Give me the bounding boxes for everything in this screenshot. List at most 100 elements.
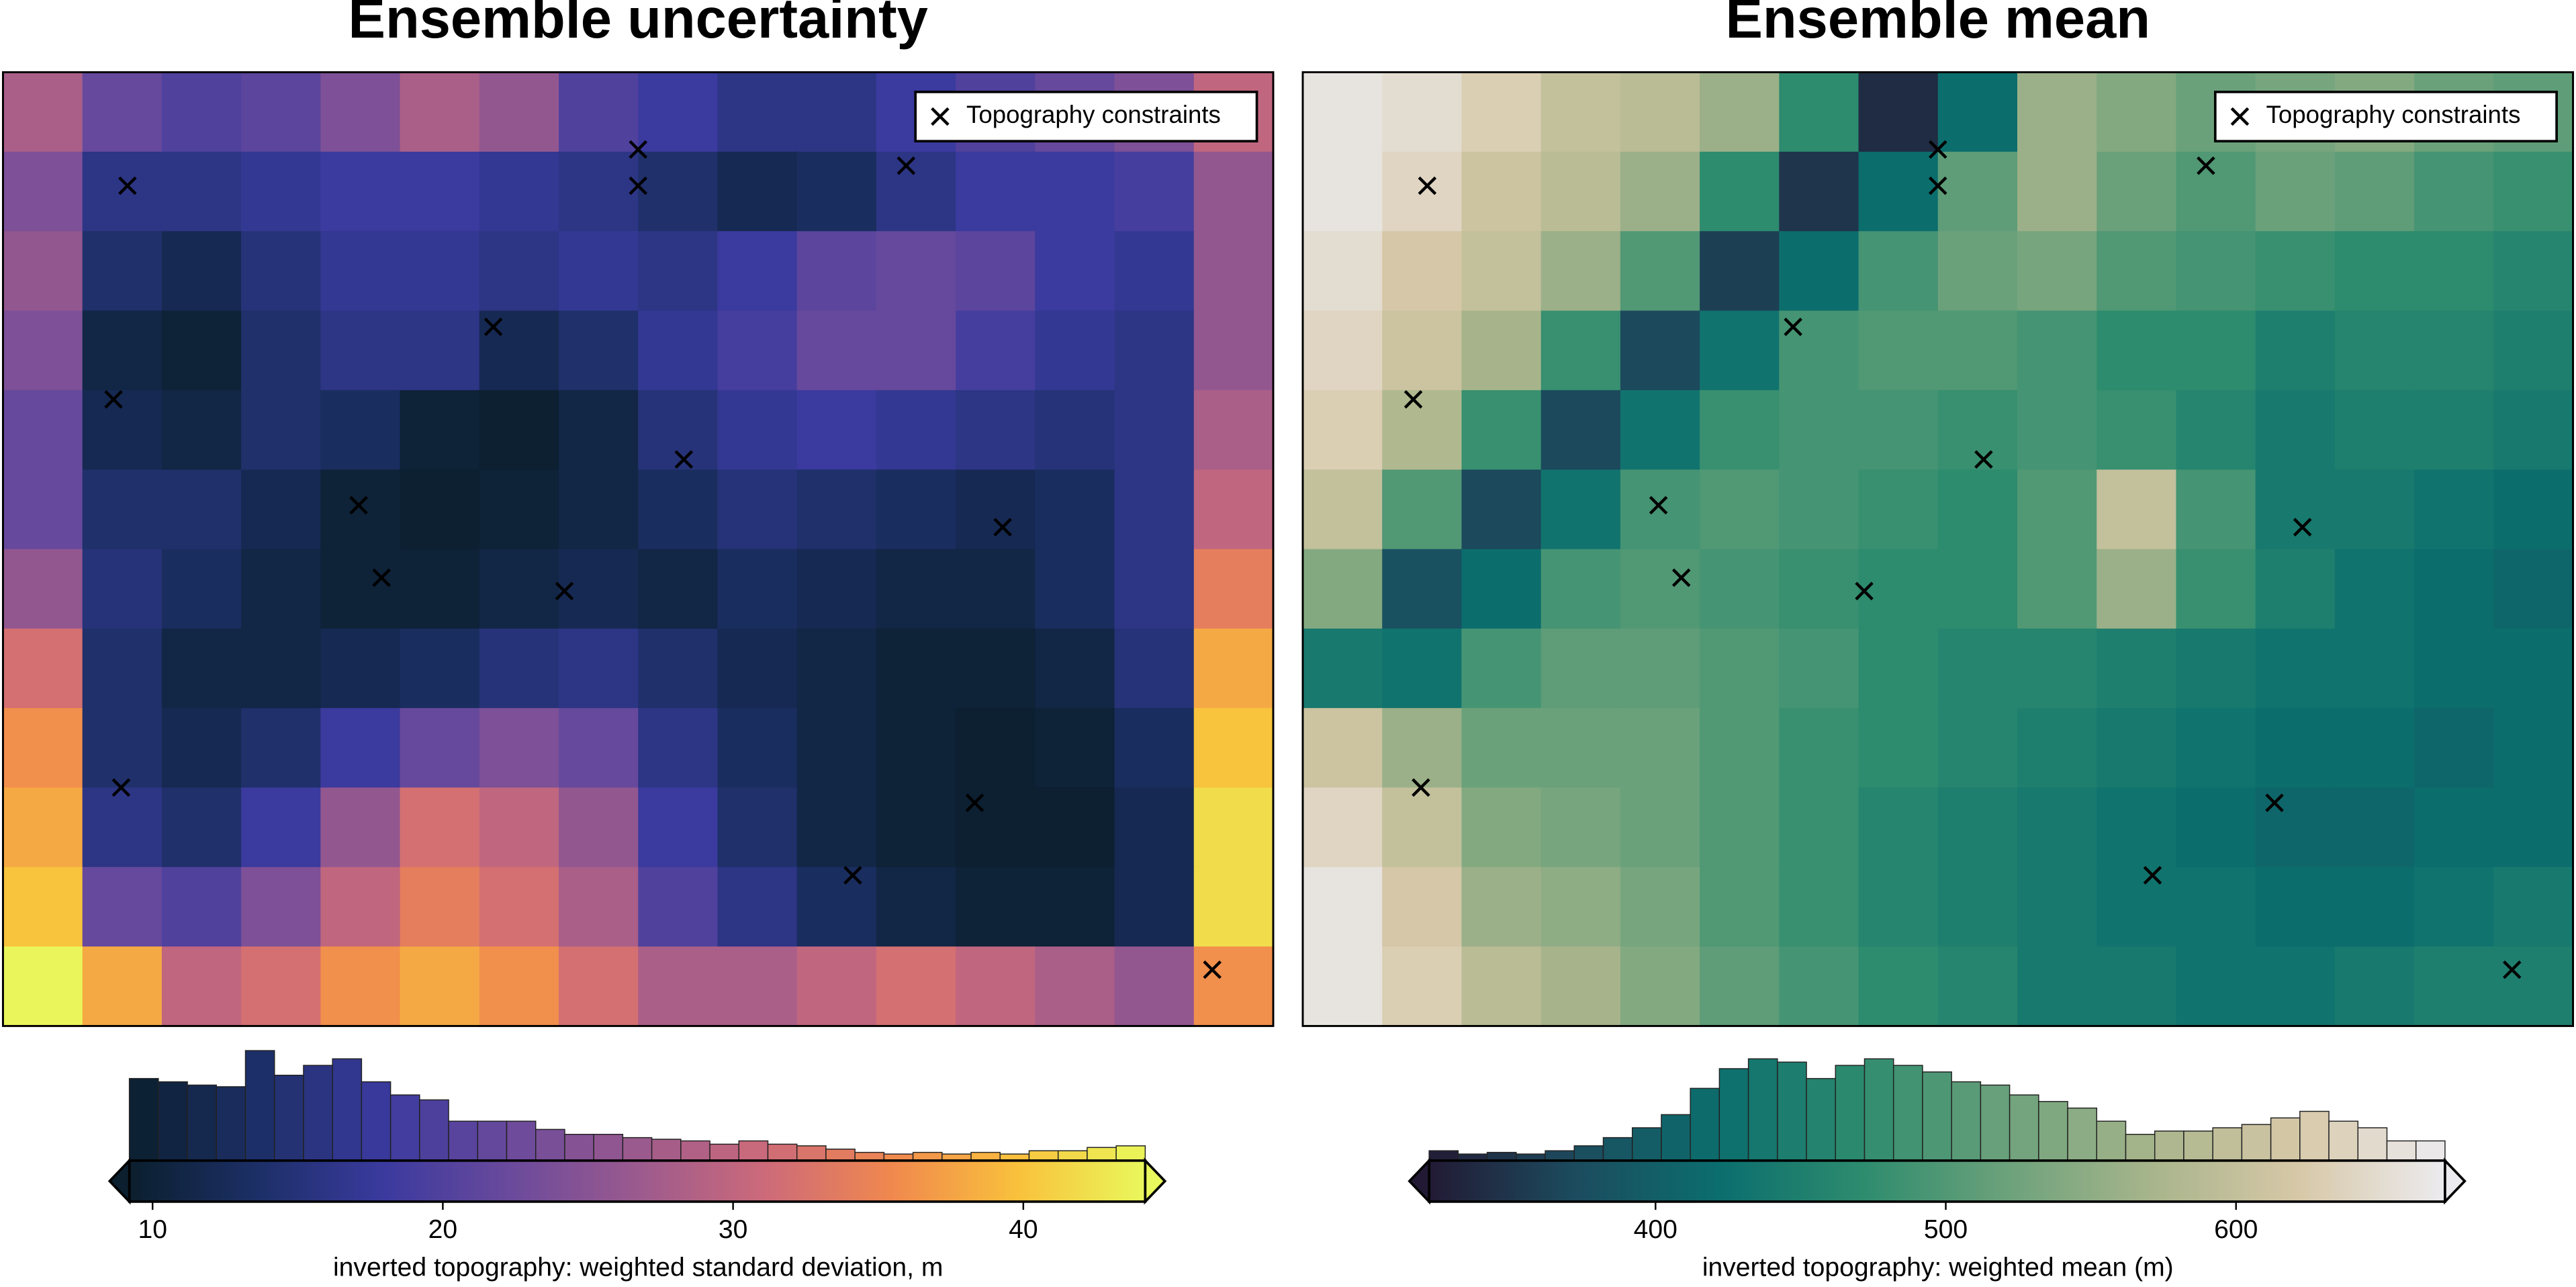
histogram-bar: [1980, 1084, 2011, 1161]
heatmap-cell: [796, 787, 878, 868]
histogram-bar: [1057, 1150, 1088, 1161]
heatmap-cell: [2097, 310, 2177, 392]
histogram-bar: [158, 1081, 188, 1161]
heatmap-cell: [479, 470, 560, 550]
heatmap-cell: [1193, 390, 1275, 471]
heatmap-cell: [1779, 470, 1859, 550]
heatmap-cell: [2176, 628, 2256, 709]
x-tick-label: 400: [1634, 1215, 1677, 1244]
heatmap-cell: [956, 946, 1036, 1027]
histogram-bar: [593, 1133, 624, 1161]
heatmap-cell: [1193, 867, 1275, 948]
heatmap-cell: [1114, 151, 1195, 232]
heatmap-cell: [2493, 867, 2574, 948]
heatmap-cell: [1858, 708, 1939, 789]
heatmap-cell: [956, 151, 1036, 232]
heatmap-cell: [1382, 72, 1463, 153]
constraint-point: [2197, 156, 2215, 175]
colorbar-extend: [2444, 1157, 2467, 1205]
heatmap-cell: [3, 151, 83, 232]
heatmap-cell: [2097, 390, 2177, 471]
heatmap-cell: [1114, 787, 1195, 868]
constraint-point: [1671, 568, 1691, 587]
heatmap-cell: [1461, 151, 1542, 232]
heatmap-cell: [796, 549, 878, 630]
heatmap-cell: [2334, 310, 2416, 392]
heatmap-cell: [1461, 787, 1542, 868]
heatmap-cell: [2414, 231, 2495, 312]
heatmap-cell: [1858, 628, 1939, 709]
heatmap-cell: [2017, 787, 2098, 868]
heatmap-cell: [717, 787, 798, 868]
heatmap-cell: [82, 72, 163, 153]
heatmap-cell: [559, 708, 639, 789]
heatmap-cell: [796, 231, 878, 312]
heatmap-cell: [559, 470, 639, 550]
heatmap-cell: [2493, 549, 2574, 630]
heatmap-cell: [796, 470, 878, 550]
heatmap-cell: [1620, 549, 1701, 630]
heatmap-cell: [241, 151, 322, 232]
heatmap-cell: [2414, 390, 2495, 471]
heatmap-cell: [1700, 310, 1780, 392]
heatmap-cell: [2017, 310, 2098, 392]
heatmap-cell: [2255, 708, 2336, 789]
heatmap-cell: [559, 231, 639, 312]
heatmap-cell: [3, 231, 83, 312]
histogram-bar: [564, 1133, 594, 1161]
constraint-point: [1929, 176, 1947, 195]
heatmap-cell: [1700, 231, 1780, 312]
heatmap-cell: [1114, 946, 1195, 1027]
heatmap-cell: [796, 628, 878, 709]
heatmap-cell: [1937, 867, 2019, 948]
heatmap-cell: [2176, 231, 2256, 312]
heatmap-cell: [2493, 470, 2574, 550]
heatmap-cell: [559, 151, 639, 232]
heatmap-cell: [559, 946, 639, 1027]
histogram-bar: [709, 1143, 740, 1161]
heatmap-cell: [2334, 470, 2416, 550]
heatmap-cell: [2176, 946, 2256, 1027]
histogram-bar: [2183, 1130, 2213, 1161]
heatmap-cell: [1302, 867, 1383, 948]
heatmap-cell: [479, 231, 560, 312]
histogram-bar: [738, 1140, 769, 1161]
constraint-point: [1649, 496, 1668, 515]
heatmap-cell: [2176, 708, 2256, 789]
constraint-point: [484, 317, 503, 337]
heatmap-cell: [1193, 628, 1275, 709]
constraint-point: [1418, 176, 1437, 195]
map-frame: [1301, 71, 2575, 1027]
heatmap-cell: [1193, 231, 1275, 312]
histogram-bar: [1087, 1147, 1117, 1161]
colorbar-extend: [107, 1157, 131, 1205]
heatmap-cell: [2017, 549, 2098, 630]
histogram-bar: [2328, 1120, 2359, 1161]
heatmap-cell: [717, 390, 798, 471]
heatmap-cell: [1302, 549, 1383, 630]
heatmap-cell: [717, 231, 798, 312]
heatmap-cell: [717, 946, 798, 1027]
constraint-point: [1784, 317, 1802, 337]
heatmap-cell: [1937, 72, 2019, 153]
heatmap-cell: [1620, 628, 1701, 709]
heatmap-cell: [3, 390, 83, 471]
heatmap-cell: [2176, 867, 2256, 948]
heatmap-cell: [2097, 470, 2177, 550]
heatmap-cell: [2493, 708, 2574, 789]
heatmap-cell: [3, 708, 83, 789]
histogram-bar: [1661, 1114, 1691, 1161]
heatmap-cell: [1620, 231, 1701, 312]
heatmap-cell: [241, 867, 322, 948]
heatmap-cell: [1779, 628, 1859, 709]
heatmap-cell: [161, 151, 242, 232]
legend-label: Topography constraints: [966, 101, 1221, 128]
constraint-point: [118, 176, 137, 195]
heatmap-cell: [2255, 310, 2336, 392]
heatmap-cell: [2255, 549, 2336, 630]
heatmap-cell: [1035, 628, 1115, 709]
heatmap-cell: [1540, 470, 1622, 550]
heatmap-cell: [1620, 867, 1701, 948]
heatmap-cell: [161, 946, 242, 1027]
x-tick-label: 20: [428, 1215, 457, 1244]
